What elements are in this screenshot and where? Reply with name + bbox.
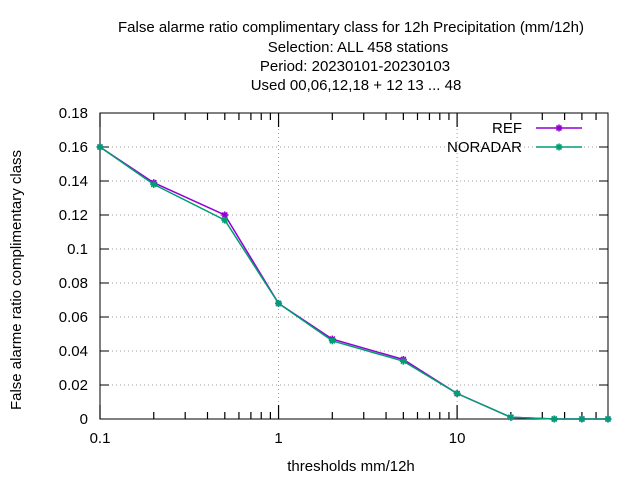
data-point	[221, 216, 229, 224]
data-point	[275, 299, 283, 307]
tick-labels: 0 0.02 0.04 0.06 0.08 0.1 0.12 0.14 0.16 0.18 0.1 1…	[59, 105, 466, 447]
title-line-2: Selection: ALL 458 stations	[268, 39, 448, 56]
x-tick-label: 0.1	[90, 430, 111, 447]
y-tick-label: 0.14	[59, 173, 88, 190]
title-line-4: Used 00,06,12,18 + 12 13 ... 48	[251, 77, 462, 94]
y-tick-label: 0.04	[59, 343, 88, 360]
data-point	[328, 337, 336, 345]
x-tick-label: 1	[274, 430, 282, 447]
data-point	[96, 143, 104, 151]
x-axis-label: thresholds mm/12h	[287, 458, 415, 475]
y-tick-label: 0.1	[67, 241, 88, 258]
legend-marker	[555, 143, 563, 151]
data-point	[399, 357, 407, 365]
data-point	[453, 390, 461, 397]
y-tick-label: 0.12	[59, 207, 88, 224]
plot-frame	[99, 112, 609, 420]
series-layer	[96, 143, 612, 423]
y-tick-label: 0	[80, 411, 88, 428]
legend-label: REF	[492, 120, 522, 137]
series-ref	[96, 143, 612, 423]
title-line-3: Period: 20230101-20230103	[260, 58, 450, 75]
y-axis-label: False alarme ratio complimentary class	[8, 150, 25, 410]
y-tick-label: 0.02	[59, 377, 88, 394]
grid	[100, 113, 608, 419]
series-noradar	[96, 143, 612, 423]
axis-ticks	[99, 112, 608, 420]
y-tick-label: 0.18	[59, 105, 88, 122]
y-tick-label: 0.08	[59, 275, 88, 292]
data-point	[150, 180, 158, 188]
y-tick-label: 0.06	[59, 309, 88, 326]
y-tick-label: 0.16	[59, 139, 88, 156]
x-tick-label: 10	[449, 430, 466, 447]
legend-label: NORADAR	[447, 139, 522, 156]
data-point	[550, 415, 558, 423]
data-point	[507, 413, 515, 421]
legend-marker	[555, 124, 563, 132]
data-point	[604, 415, 612, 423]
title-line-1: False alarme ratio complimentary class f…	[118, 19, 584, 36]
legend: REF NORADAR	[447, 120, 582, 156]
chart-title: False alarme ratio complimentary class f…	[118, 19, 584, 94]
data-point	[578, 415, 586, 423]
